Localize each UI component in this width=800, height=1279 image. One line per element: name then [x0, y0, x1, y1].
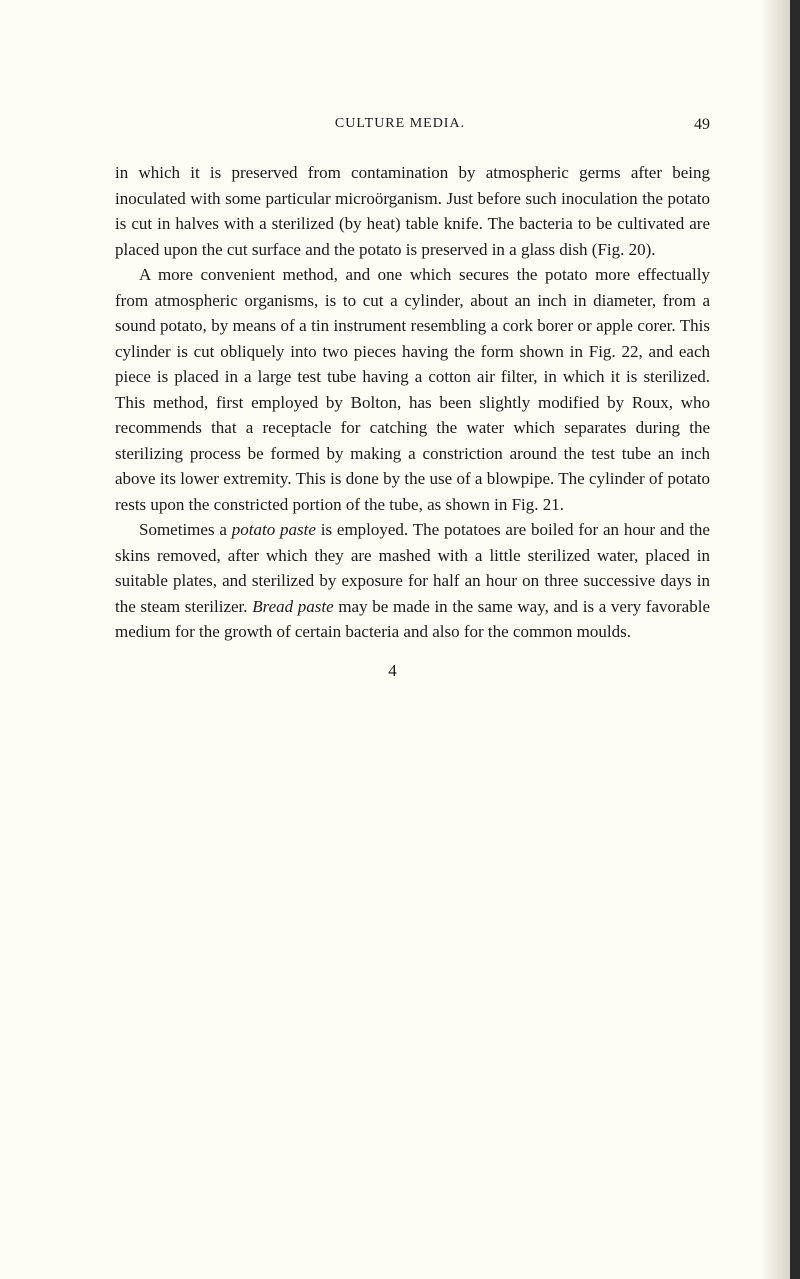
page-edge: [790, 0, 800, 1279]
paragraph-3-part1: Sometimes a: [139, 520, 232, 539]
page-number: 49: [694, 116, 710, 134]
paragraph-1-text: in which it is preserved from contaminat…: [115, 163, 710, 259]
paragraph-3-italic2: Bread paste: [252, 597, 333, 616]
page-header: CULTURE MEDIA. 49: [115, 116, 710, 134]
body-text-container: in which it is preserved from contaminat…: [115, 160, 710, 645]
header-title: CULTURE MEDIA.: [335, 116, 465, 132]
paragraph-1: in which it is preserved from contaminat…: [115, 160, 710, 262]
paragraph-2-text: A more convenient method, and one which …: [115, 265, 710, 514]
paragraph-2: A more convenient method, and one which …: [115, 262, 710, 517]
paragraph-3: Sometimes a potato paste is employed. Th…: [115, 517, 710, 645]
paragraph-3-italic1: potato paste: [232, 520, 316, 539]
footer-number: 4: [75, 661, 710, 681]
page-edge-shadow: [760, 0, 790, 1279]
page-container: CULTURE MEDIA. 49 in which it is preserv…: [0, 0, 800, 1279]
